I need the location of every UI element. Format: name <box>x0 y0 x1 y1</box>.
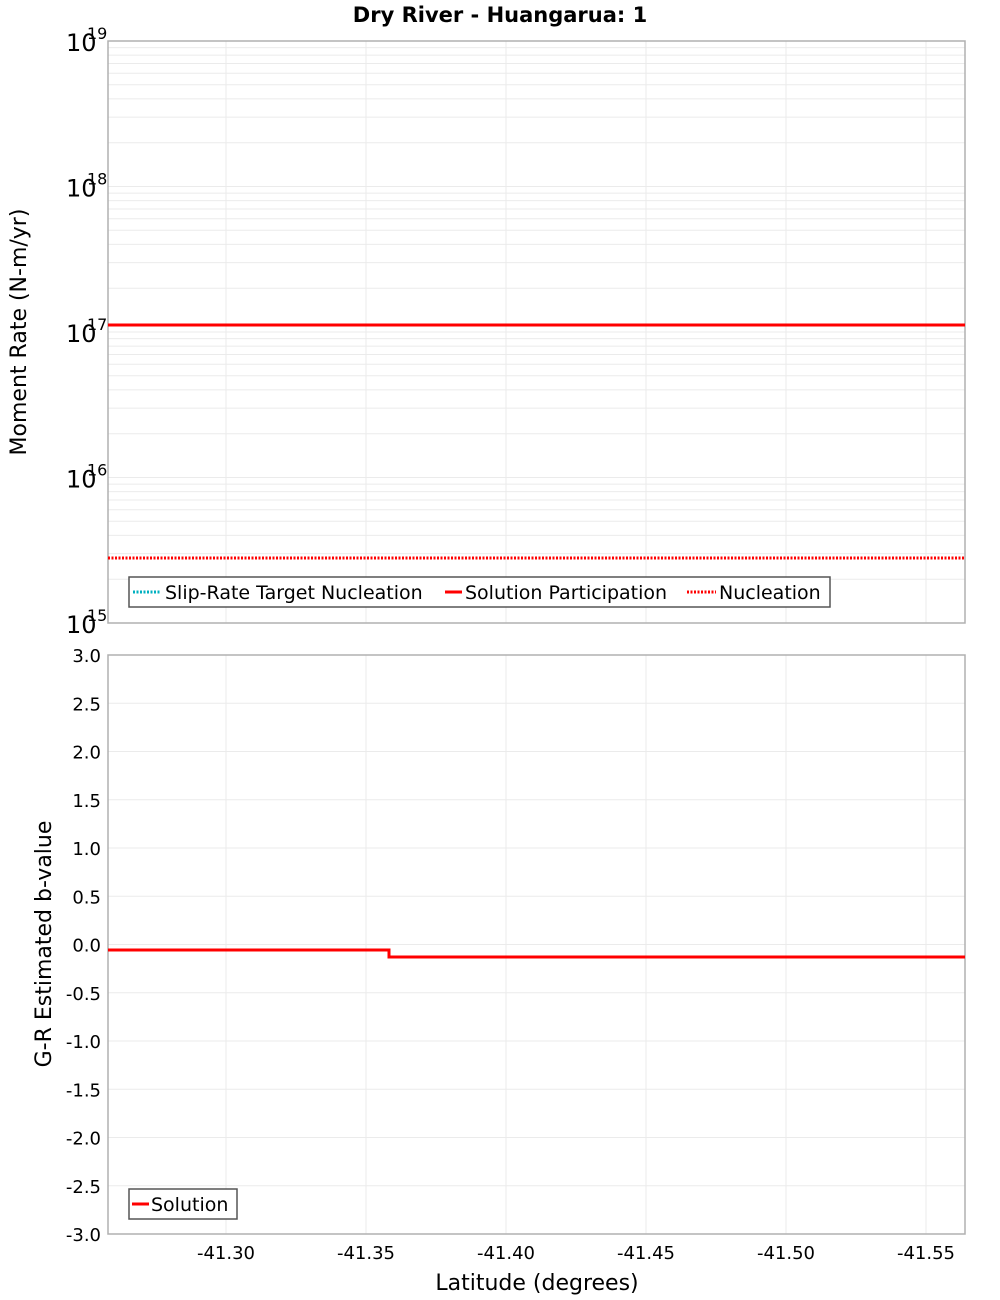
x-axis-ticks: -41.30 -41.35 -41.40 -41.45 -41.50 -41.55 <box>197 1243 955 1264</box>
y-tick-label: 0.5 <box>72 887 101 908</box>
legend-nucleation: Nucleation <box>719 582 821 604</box>
bottom-legend: Solution <box>128 1188 238 1220</box>
top-legend-box <box>128 576 831 608</box>
y-tick-label: -2.0 <box>66 1129 101 1150</box>
top-y-axis-label: Moment Rate (N-m/yr) <box>7 209 32 456</box>
bottom-y-axis-ticks: 3.0 2.5 2.0 1.5 1.0 0.5 0.0 -0.5 -1.0 -1.5 -2.0 -2.… <box>66 646 101 1246</box>
x-tick-label: -41.40 <box>477 1243 535 1264</box>
y-tick-label: -0.5 <box>66 984 101 1005</box>
chart-title: Dry River - Huangarua: 1 <box>353 3 647 27</box>
top-legend: Slip-Rate Target Nucleation Solution Par… <box>128 576 831 608</box>
y-tick-exponent: 18 <box>87 170 107 189</box>
y-tick-label: 2.5 <box>72 694 101 715</box>
legend-solution-participation: Solution Participation <box>465 582 667 604</box>
y-tick-label: -3.0 <box>66 1225 101 1246</box>
bottom-y-axis-label: G-R Estimated b-value <box>32 821 57 1068</box>
top-plot-frame <box>107 40 966 624</box>
series-solution-b-value <box>108 948 965 959</box>
y-tick-label: 1.5 <box>72 791 101 812</box>
x-tick-label: -41.55 <box>897 1243 955 1264</box>
y-tick-label: 0.0 <box>72 936 101 957</box>
y-tick-label: -1.5 <box>66 1080 101 1101</box>
y-tick-exponent: 16 <box>87 461 107 480</box>
y-tick-label: 10 <box>66 611 97 639</box>
legend-slip-rate-target: Slip-Rate Target Nucleation <box>165 582 423 604</box>
x-axis-label: Latitude (degrees) <box>435 1271 638 1296</box>
y-tick-exponent: 15 <box>87 606 107 625</box>
bottom-plot: 3.0 2.5 2.0 1.5 1.0 0.5 0.0 -0.5 -1.0 -1.5 -2.0 -2.… <box>32 646 966 1246</box>
x-tick-label: -41.35 <box>337 1243 395 1264</box>
y-tick-label: 2.0 <box>72 743 101 764</box>
x-tick-label: -41.30 <box>197 1243 255 1264</box>
y-tick-exponent: 19 <box>87 24 107 43</box>
top-plot-grid <box>108 41 965 623</box>
y-tick-label: 1.0 <box>72 839 101 860</box>
y-tick-label: -1.0 <box>66 1032 101 1053</box>
y-tick-label: 10 <box>66 466 97 494</box>
y-tick-exponent: 17 <box>87 315 107 334</box>
y-tick-label: 10 <box>66 175 97 203</box>
y-tick-label: 10 <box>66 320 97 348</box>
x-tick-label: -41.50 <box>757 1243 815 1264</box>
x-tick-label: -41.45 <box>617 1243 675 1264</box>
bottom-plot-frame <box>107 654 966 1235</box>
legend-solution: Solution <box>151 1194 228 1216</box>
y-tick-label: -2.5 <box>66 1177 101 1198</box>
y-tick-label: 10 <box>66 29 97 57</box>
y-tick-label: 3.0 <box>72 646 101 667</box>
bottom-plot-grid <box>108 655 965 1234</box>
